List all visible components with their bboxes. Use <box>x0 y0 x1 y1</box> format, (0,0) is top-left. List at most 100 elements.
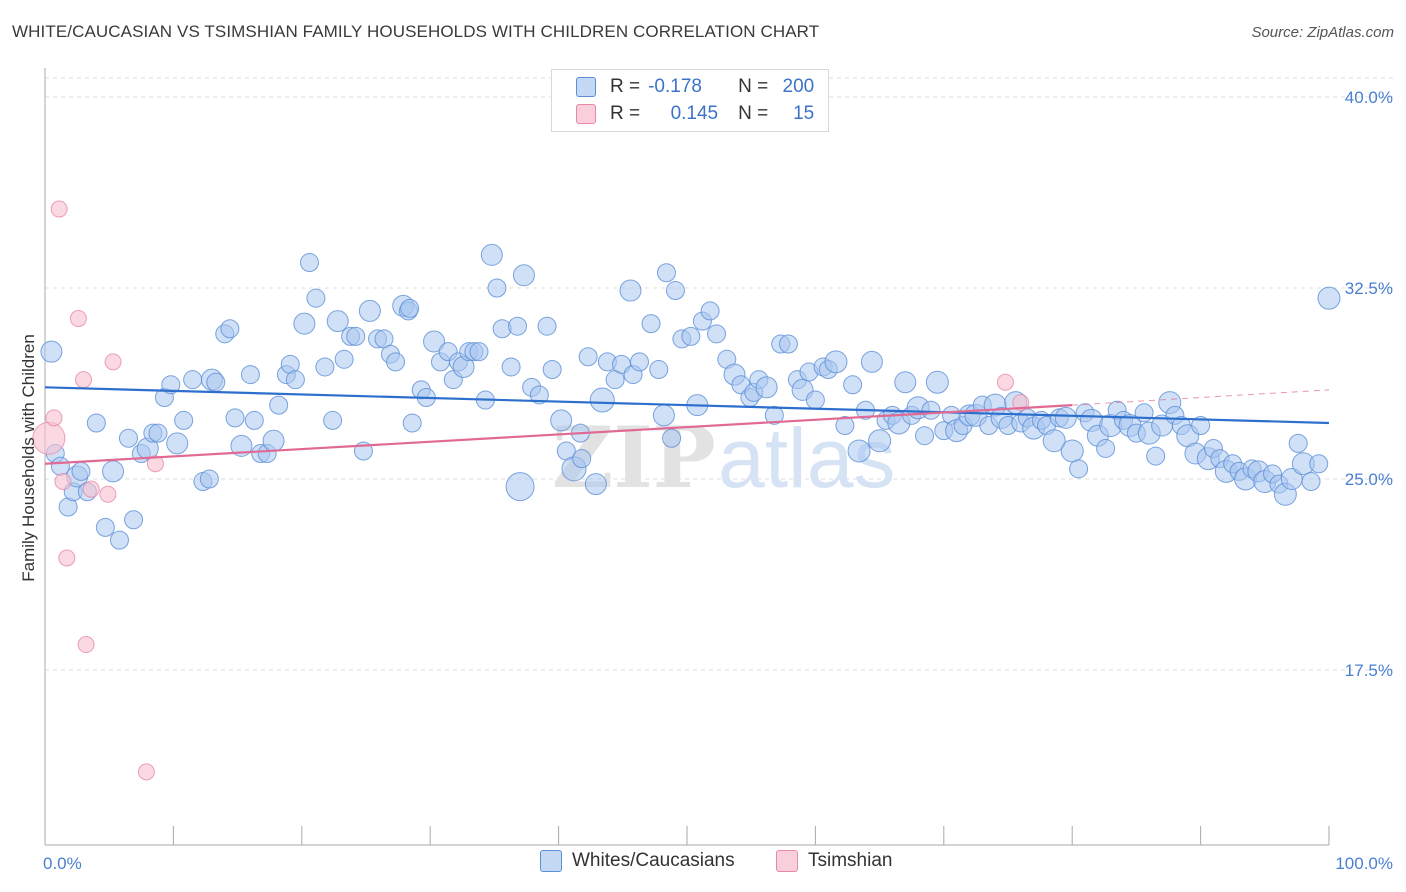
data-point-whites <box>199 469 219 489</box>
legend-item-tsimshian[interactable]: Tsimshian <box>776 850 892 872</box>
data-point-whites <box>508 316 528 336</box>
data-point-tsimshian <box>75 371 93 389</box>
data-point-whites <box>109 530 129 550</box>
data-point-whites <box>755 376 778 399</box>
legend-r-value: 0.145 <box>670 103 719 124</box>
data-point-whites <box>681 326 701 346</box>
data-point-whites <box>262 429 285 452</box>
legend-swatch-tsimshian <box>576 104 596 124</box>
data-point-whites <box>529 385 549 405</box>
data-point-whites <box>346 326 366 346</box>
data-point-whites <box>225 408 245 428</box>
trend-line-whites <box>44 386 1330 425</box>
data-point-tsimshian <box>99 485 117 503</box>
data-point-whites <box>707 324 727 344</box>
data-point-whites <box>512 264 535 287</box>
data-point-whites <box>300 253 320 273</box>
data-point-whites <box>619 279 642 302</box>
data-point-whites <box>71 461 91 481</box>
data-point-whites <box>1054 406 1077 429</box>
trend-lines <box>44 386 1330 465</box>
data-point-tsimshian <box>1012 394 1030 412</box>
data-point-whites <box>240 365 260 385</box>
legend-r-value: -0.178 <box>648 76 702 97</box>
data-point-whites <box>921 400 941 420</box>
data-point-whites <box>550 409 573 432</box>
data-point-whites <box>572 449 592 469</box>
data-point-whites <box>1309 454 1329 474</box>
legend-label-tsimshian: Tsimshian <box>808 850 893 871</box>
data-point-whites <box>1069 459 1089 479</box>
data-point-whites <box>118 428 138 448</box>
legend-n-label: N = <box>738 103 769 124</box>
source-label: Source: ZipAtlas.com <box>1251 24 1394 41</box>
data-point-whites <box>487 278 507 298</box>
legend-item-whites[interactable]: Whites/Caucasians <box>540 850 735 872</box>
legend-row-tsimshian: R = 0.145 N = 15 <box>576 102 814 126</box>
tick-labels: 17.5% 25.0% 32.5% 40.0% 0.0% 100.0% <box>43 88 1393 873</box>
data-point-whites <box>505 472 535 502</box>
data-point-tsimshian <box>82 480 100 498</box>
data-point-whites <box>1288 433 1308 453</box>
correlation-legend: R = -0.178 N = 200 R = 0.145 N = 15 <box>551 69 829 132</box>
data-point-whites <box>665 281 685 301</box>
data-point-whites <box>860 350 883 373</box>
data-point-whites <box>656 263 676 283</box>
data-point-whites <box>1317 286 1341 310</box>
data-point-whites <box>1060 439 1084 463</box>
series-legend: Whites/Caucasians Tsimshian <box>0 850 1406 878</box>
data-point-whites <box>95 517 115 537</box>
data-point-whites <box>501 357 521 377</box>
data-point-whites <box>652 404 675 427</box>
data-point-whites <box>847 439 871 463</box>
data-point-whites <box>1146 446 1166 466</box>
data-point-whites <box>166 432 189 455</box>
data-point-whites <box>824 350 848 374</box>
data-point-whites <box>1096 438 1116 458</box>
data-point-whites <box>402 413 422 433</box>
legend-row-whites: R = -0.178 N = 200 <box>576 75 814 99</box>
data-point-whites <box>662 428 682 448</box>
legend-swatch-whites <box>576 77 596 97</box>
legend-label-whites: Whites/Caucasians <box>572 850 735 871</box>
data-point-whites <box>1042 429 1066 453</box>
data-point-whites <box>578 347 598 367</box>
data-point-whites <box>323 410 343 430</box>
data-point-whites <box>244 410 264 430</box>
legend-swatch-whites <box>540 850 562 872</box>
data-point-whites <box>334 349 354 369</box>
data-point-whites <box>50 456 70 476</box>
data-point-whites <box>306 288 326 308</box>
y-tick-label: 32.5% <box>1345 279 1393 298</box>
chart-title: WHITE/CAUCASIAN VS TSIMSHIAN FAMILY HOUS… <box>12 22 820 41</box>
data-point-tsimshian <box>104 353 122 371</box>
legend-n-value: 200 <box>782 76 815 97</box>
data-point-tsimshian <box>54 473 72 491</box>
data-point-whites <box>1191 416 1211 436</box>
data-point-whites <box>326 310 349 333</box>
data-point-whites <box>315 357 335 377</box>
data-point-tsimshian <box>146 455 164 473</box>
watermark-atlas: atlas <box>718 411 895 505</box>
data-point-whites <box>285 370 305 390</box>
data-point-whites <box>537 316 557 336</box>
data-point-tsimshian <box>45 409 63 427</box>
data-point-whites <box>174 410 194 430</box>
legend-n-value: 15 <box>793 103 815 124</box>
data-point-whites <box>358 299 381 322</box>
data-point-whites <box>542 359 562 379</box>
data-point-whites <box>629 352 649 372</box>
data-point-tsimshian <box>137 763 155 781</box>
data-point-tsimshian <box>996 373 1014 391</box>
trend-line-tsimshian <box>44 404 1073 465</box>
data-point-whites <box>400 298 420 318</box>
data-point-whites <box>894 371 917 394</box>
data-point-whites <box>835 416 855 436</box>
data-point-whites <box>386 352 406 372</box>
data-point-whites <box>778 334 798 354</box>
data-point-whites <box>480 243 503 266</box>
data-point-whites <box>868 429 892 453</box>
axes <box>44 68 1330 846</box>
y-tick-label: 25.0% <box>1345 470 1393 489</box>
